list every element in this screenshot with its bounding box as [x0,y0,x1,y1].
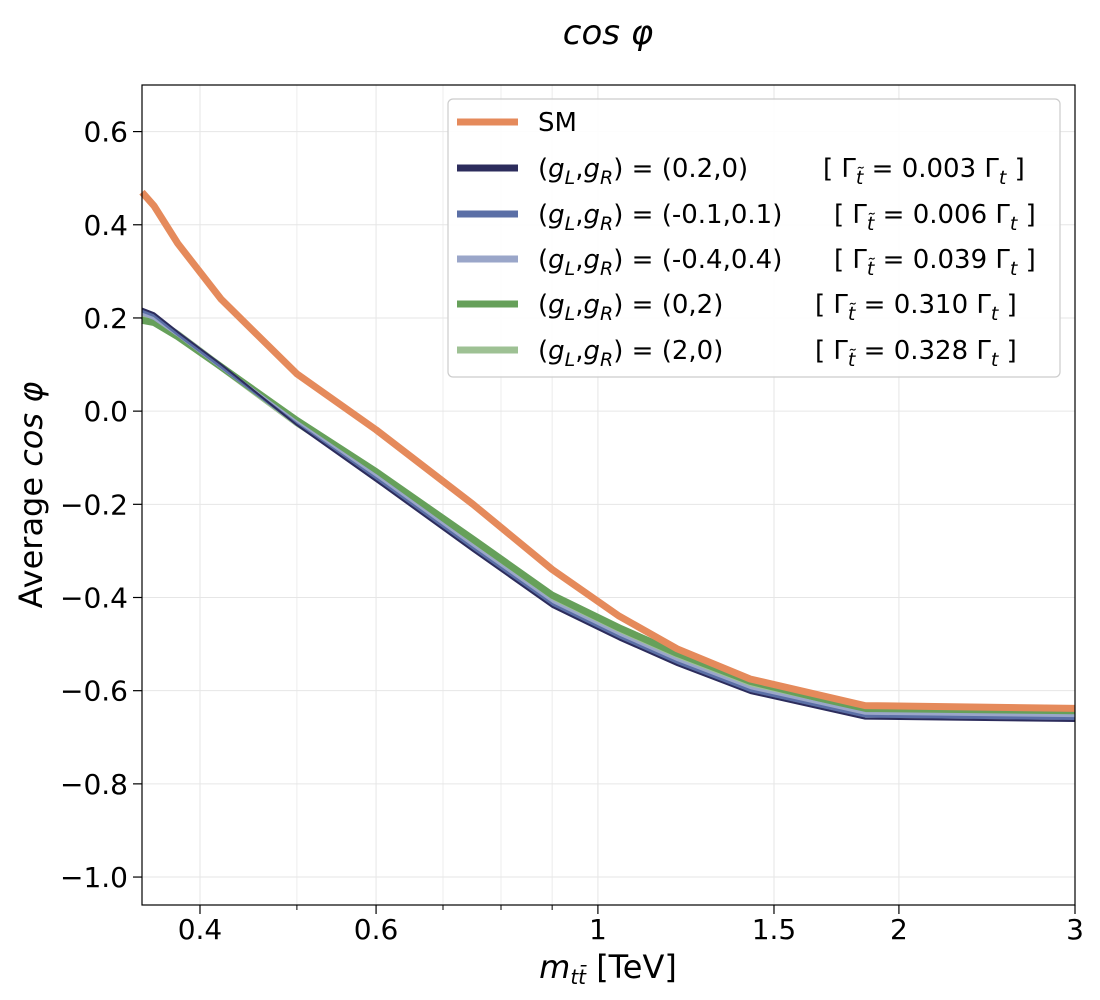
x-tick-label: 0.4 [178,913,223,946]
legend-label-3: (gL​,gR​) = (-0.4,0.4) [538,245,782,280]
y-axis-label: Average cos φ [12,382,50,609]
y-tick-label: 0.6 [83,116,128,149]
legend-frame [447,98,1061,378]
legend-label-1: (gL​,gR​) = (0.2,0) [538,154,748,189]
y-axis: 0.6 0.4 0.2 0.0 −0.2 −0.4 −0.6 −0.8 −1.0 [60,116,142,894]
legend-label-5: (gL​,gR​) = (2,0) [538,336,723,371]
x-axis-label: mtt̄ [TeV] [539,948,677,989]
legend-width-label-4: [ Γt̃​ = 0.310 Γt​ ] [815,290,1017,325]
plot-frame [141,84,1076,906]
series-line-4 [141,316,1076,716]
x-tick-label: 2 [890,913,908,946]
y-tick-label: −0.8 [60,768,128,801]
y-tick-label: 0.2 [83,302,128,335]
chart-title: cos φ [563,13,654,53]
x-axis: 0.4 0.6 1 1.5 2 3 [178,905,1084,946]
y-tick-label: 0.0 [83,395,128,428]
legend-width-label-2: [ Γt̃​ = 0.006 Γt​ ] [834,200,1036,235]
legend-label-0: SM [538,108,577,138]
y-tick-label: −0.2 [60,488,128,521]
legend-label-4: (gL​,gR​) = (0,2) [538,290,723,325]
series-line-2 [141,309,1076,721]
y-tick-label: −0.4 [60,582,128,615]
series-layer [139,189,1076,722]
x-tick-label: 1.5 [752,913,797,946]
series-line-1 [141,307,1076,722]
legend-width-label-3: [ Γt̃​ = 0.039 Γt​ ] [834,245,1036,280]
y-tick-label: 0.4 [83,209,128,242]
legend-width-label-5: [ Γt̃​ = 0.328 Γt​ ] [815,336,1017,371]
x-tick-label: 3 [1066,913,1084,946]
legend: SM (gL​,gR​) = (0.2,0) [ Γt̃​ = 0.003 Γt​ … [447,98,1061,378]
legend-width-label-1: [ Γt̃​ = 0.003 Γt​ ] [823,154,1025,189]
y-tick-label: −1.0 [60,861,128,894]
x-tick-label: 0.6 [354,913,399,946]
series-line-0 [139,189,1076,712]
x-tick-label: 1 [589,913,607,946]
y-tick-label: −0.6 [60,675,128,708]
legend-label-2: (gL​,gR​) = (-0.1,0.1) [538,200,782,235]
